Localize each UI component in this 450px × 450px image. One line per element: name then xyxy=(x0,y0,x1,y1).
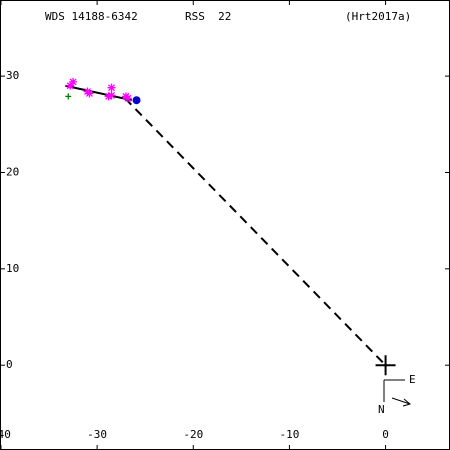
point xyxy=(104,92,113,101)
point xyxy=(107,83,116,92)
point xyxy=(107,91,116,100)
point xyxy=(69,77,78,86)
chart-subtitle: RSS 22 xyxy=(185,10,231,23)
y-tick-label: 0 xyxy=(6,358,13,371)
orbit-line xyxy=(65,84,132,102)
x-tick-label: -40 xyxy=(0,428,11,441)
x-tick-label: -20 xyxy=(183,428,203,441)
point xyxy=(85,89,94,98)
point xyxy=(66,81,75,90)
x-tick-label: -30 xyxy=(87,428,107,441)
orbit-line xyxy=(124,97,387,366)
y-tick-label: 20 xyxy=(6,165,19,178)
primary-star xyxy=(375,355,396,376)
y-tick-label: 30 xyxy=(6,69,19,82)
compass-n-label: N xyxy=(378,403,385,416)
chart-title: WDS 14188-6342 xyxy=(45,10,138,23)
x-tick-label: -10 xyxy=(279,428,299,441)
x-tick-label: 0 xyxy=(382,428,389,441)
point xyxy=(132,96,141,105)
compass-e-label: E xyxy=(409,373,416,386)
motion-arrow xyxy=(391,397,412,407)
point xyxy=(123,94,132,103)
reference: (Hrt2017a) xyxy=(345,10,411,23)
y-tick-label: 10 xyxy=(6,262,19,275)
point xyxy=(65,93,72,100)
